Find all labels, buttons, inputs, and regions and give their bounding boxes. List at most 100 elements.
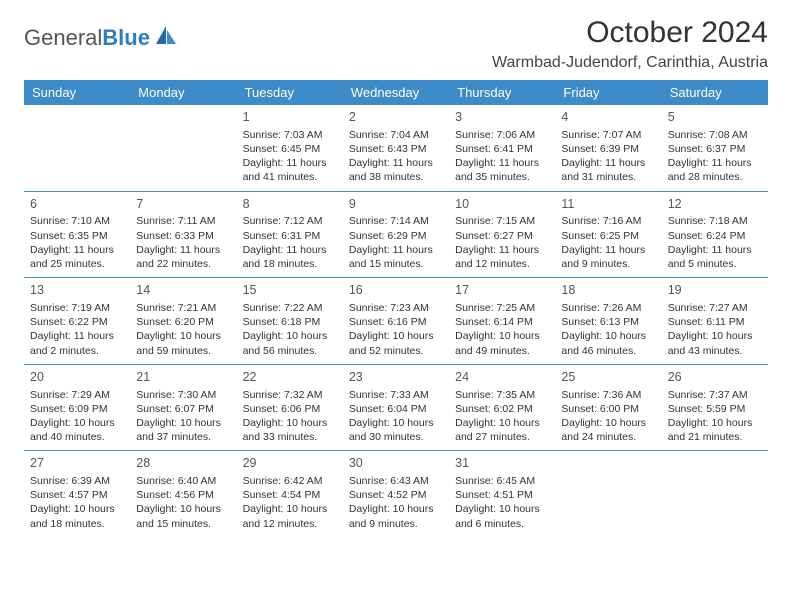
cell-sunset: Sunset: 6:04 PM bbox=[349, 402, 443, 416]
calendar-header-row: SundayMondayTuesdayWednesdayThursdayFrid… bbox=[24, 80, 768, 105]
cell-sunset: Sunset: 4:56 PM bbox=[136, 488, 230, 502]
calendar-cell: 18Sunrise: 7:26 AMSunset: 6:13 PMDayligh… bbox=[555, 278, 661, 365]
column-header: Saturday bbox=[662, 80, 768, 105]
calendar-cell: 8Sunrise: 7:12 AMSunset: 6:31 PMDaylight… bbox=[237, 191, 343, 278]
calendar-cell: 6Sunrise: 7:10 AMSunset: 6:35 PMDaylight… bbox=[24, 191, 130, 278]
day-number: 26 bbox=[668, 369, 762, 386]
cell-sunrise: Sunrise: 7:21 AM bbox=[136, 301, 230, 315]
day-number: 9 bbox=[349, 196, 443, 213]
day-number: 1 bbox=[243, 109, 337, 126]
cell-daylight: Daylight: 11 hours and 9 minutes. bbox=[561, 243, 655, 271]
cell-sunrise: Sunrise: 7:06 AM bbox=[455, 128, 549, 142]
cell-sunrise: Sunrise: 7:37 AM bbox=[668, 388, 762, 402]
calendar-cell: 19Sunrise: 7:27 AMSunset: 6:11 PMDayligh… bbox=[662, 278, 768, 365]
cell-daylight: Daylight: 10 hours and 46 minutes. bbox=[561, 329, 655, 357]
cell-sunset: Sunset: 4:57 PM bbox=[30, 488, 124, 502]
calendar-cell: 21Sunrise: 7:30 AMSunset: 6:07 PMDayligh… bbox=[130, 364, 236, 451]
calendar-week-row: 20Sunrise: 7:29 AMSunset: 6:09 PMDayligh… bbox=[24, 364, 768, 451]
cell-sunset: Sunset: 4:51 PM bbox=[455, 488, 549, 502]
day-number: 28 bbox=[136, 455, 230, 472]
calendar-cell: 7Sunrise: 7:11 AMSunset: 6:33 PMDaylight… bbox=[130, 191, 236, 278]
cell-sunrise: Sunrise: 7:35 AM bbox=[455, 388, 549, 402]
calendar-cell: 31Sunrise: 6:45 AMSunset: 4:51 PMDayligh… bbox=[449, 451, 555, 537]
day-number: 14 bbox=[136, 282, 230, 299]
calendar-cell: 5Sunrise: 7:08 AMSunset: 6:37 PMDaylight… bbox=[662, 105, 768, 191]
cell-daylight: Daylight: 11 hours and 2 minutes. bbox=[30, 329, 124, 357]
logo-text: GeneralBlue bbox=[24, 25, 150, 51]
cell-sunset: Sunset: 6:18 PM bbox=[243, 315, 337, 329]
header: GeneralBlue October 2024 Warmbad-Judendo… bbox=[24, 16, 768, 72]
calendar-week-row: 1Sunrise: 7:03 AMSunset: 6:45 PMDaylight… bbox=[24, 105, 768, 191]
calendar-cell: 4Sunrise: 7:07 AMSunset: 6:39 PMDaylight… bbox=[555, 105, 661, 191]
cell-daylight: Daylight: 10 hours and 21 minutes. bbox=[668, 416, 762, 444]
cell-sunrise: Sunrise: 6:42 AM bbox=[243, 474, 337, 488]
day-number: 22 bbox=[243, 369, 337, 386]
day-number: 21 bbox=[136, 369, 230, 386]
calendar-cell: 2Sunrise: 7:04 AMSunset: 6:43 PMDaylight… bbox=[343, 105, 449, 191]
day-number: 3 bbox=[455, 109, 549, 126]
cell-sunrise: Sunrise: 6:45 AM bbox=[455, 474, 549, 488]
cell-daylight: Daylight: 11 hours and 12 minutes. bbox=[455, 243, 549, 271]
calendar-body: 1Sunrise: 7:03 AMSunset: 6:45 PMDaylight… bbox=[24, 105, 768, 537]
logo-sail-icon bbox=[154, 24, 178, 51]
cell-sunset: Sunset: 6:39 PM bbox=[561, 142, 655, 156]
calendar-table: SundayMondayTuesdayWednesdayThursdayFrid… bbox=[24, 80, 768, 537]
cell-sunrise: Sunrise: 7:23 AM bbox=[349, 301, 443, 315]
cell-daylight: Daylight: 10 hours and 27 minutes. bbox=[455, 416, 549, 444]
cell-sunrise: Sunrise: 7:33 AM bbox=[349, 388, 443, 402]
cell-daylight: Daylight: 10 hours and 52 minutes. bbox=[349, 329, 443, 357]
column-header: Wednesday bbox=[343, 80, 449, 105]
calendar-cell: 15Sunrise: 7:22 AMSunset: 6:18 PMDayligh… bbox=[237, 278, 343, 365]
day-number: 23 bbox=[349, 369, 443, 386]
calendar-cell: 26Sunrise: 7:37 AMSunset: 5:59 PMDayligh… bbox=[662, 364, 768, 451]
cell-sunrise: Sunrise: 7:10 AM bbox=[30, 214, 124, 228]
day-number: 2 bbox=[349, 109, 443, 126]
cell-sunset: Sunset: 4:52 PM bbox=[349, 488, 443, 502]
cell-sunset: Sunset: 6:13 PM bbox=[561, 315, 655, 329]
calendar-cell: 9Sunrise: 7:14 AMSunset: 6:29 PMDaylight… bbox=[343, 191, 449, 278]
day-number: 7 bbox=[136, 196, 230, 213]
cell-daylight: Daylight: 10 hours and 40 minutes. bbox=[30, 416, 124, 444]
cell-daylight: Daylight: 10 hours and 43 minutes. bbox=[668, 329, 762, 357]
cell-sunrise: Sunrise: 6:43 AM bbox=[349, 474, 443, 488]
cell-sunrise: Sunrise: 7:15 AM bbox=[455, 214, 549, 228]
column-header: Friday bbox=[555, 80, 661, 105]
day-number: 17 bbox=[455, 282, 549, 299]
cell-daylight: Daylight: 10 hours and 12 minutes. bbox=[243, 502, 337, 530]
calendar-cell: 30Sunrise: 6:43 AMSunset: 4:52 PMDayligh… bbox=[343, 451, 449, 537]
calendar-cell bbox=[555, 451, 661, 537]
cell-sunset: Sunset: 6:22 PM bbox=[30, 315, 124, 329]
cell-daylight: Daylight: 10 hours and 9 minutes. bbox=[349, 502, 443, 530]
day-number: 29 bbox=[243, 455, 337, 472]
cell-sunset: Sunset: 6:00 PM bbox=[561, 402, 655, 416]
calendar-week-row: 27Sunrise: 6:39 AMSunset: 4:57 PMDayligh… bbox=[24, 451, 768, 537]
calendar-cell: 17Sunrise: 7:25 AMSunset: 6:14 PMDayligh… bbox=[449, 278, 555, 365]
cell-sunrise: Sunrise: 7:19 AM bbox=[30, 301, 124, 315]
cell-sunset: Sunset: 6:35 PM bbox=[30, 229, 124, 243]
calendar-cell: 28Sunrise: 6:40 AMSunset: 4:56 PMDayligh… bbox=[130, 451, 236, 537]
cell-sunrise: Sunrise: 7:36 AM bbox=[561, 388, 655, 402]
cell-sunset: Sunset: 6:09 PM bbox=[30, 402, 124, 416]
cell-sunset: Sunset: 4:54 PM bbox=[243, 488, 337, 502]
cell-daylight: Daylight: 11 hours and 41 minutes. bbox=[243, 156, 337, 184]
calendar-cell: 3Sunrise: 7:06 AMSunset: 6:41 PMDaylight… bbox=[449, 105, 555, 191]
cell-sunset: Sunset: 6:45 PM bbox=[243, 142, 337, 156]
day-number: 13 bbox=[30, 282, 124, 299]
cell-sunset: Sunset: 6:14 PM bbox=[455, 315, 549, 329]
title-block: October 2024 Warmbad-Judendorf, Carinthi… bbox=[492, 16, 768, 72]
cell-sunrise: Sunrise: 7:03 AM bbox=[243, 128, 337, 142]
cell-daylight: Daylight: 10 hours and 33 minutes. bbox=[243, 416, 337, 444]
calendar-week-row: 13Sunrise: 7:19 AMSunset: 6:22 PMDayligh… bbox=[24, 278, 768, 365]
cell-daylight: Daylight: 11 hours and 35 minutes. bbox=[455, 156, 549, 184]
cell-sunset: Sunset: 6:31 PM bbox=[243, 229, 337, 243]
day-number: 8 bbox=[243, 196, 337, 213]
column-header: Tuesday bbox=[237, 80, 343, 105]
cell-sunset: Sunset: 6:27 PM bbox=[455, 229, 549, 243]
cell-daylight: Daylight: 11 hours and 28 minutes. bbox=[668, 156, 762, 184]
cell-sunrise: Sunrise: 7:18 AM bbox=[668, 214, 762, 228]
cell-sunset: Sunset: 6:02 PM bbox=[455, 402, 549, 416]
calendar-cell: 20Sunrise: 7:29 AMSunset: 6:09 PMDayligh… bbox=[24, 364, 130, 451]
day-number: 11 bbox=[561, 196, 655, 213]
logo-text-blue: Blue bbox=[102, 25, 150, 50]
logo: GeneralBlue bbox=[24, 24, 178, 51]
